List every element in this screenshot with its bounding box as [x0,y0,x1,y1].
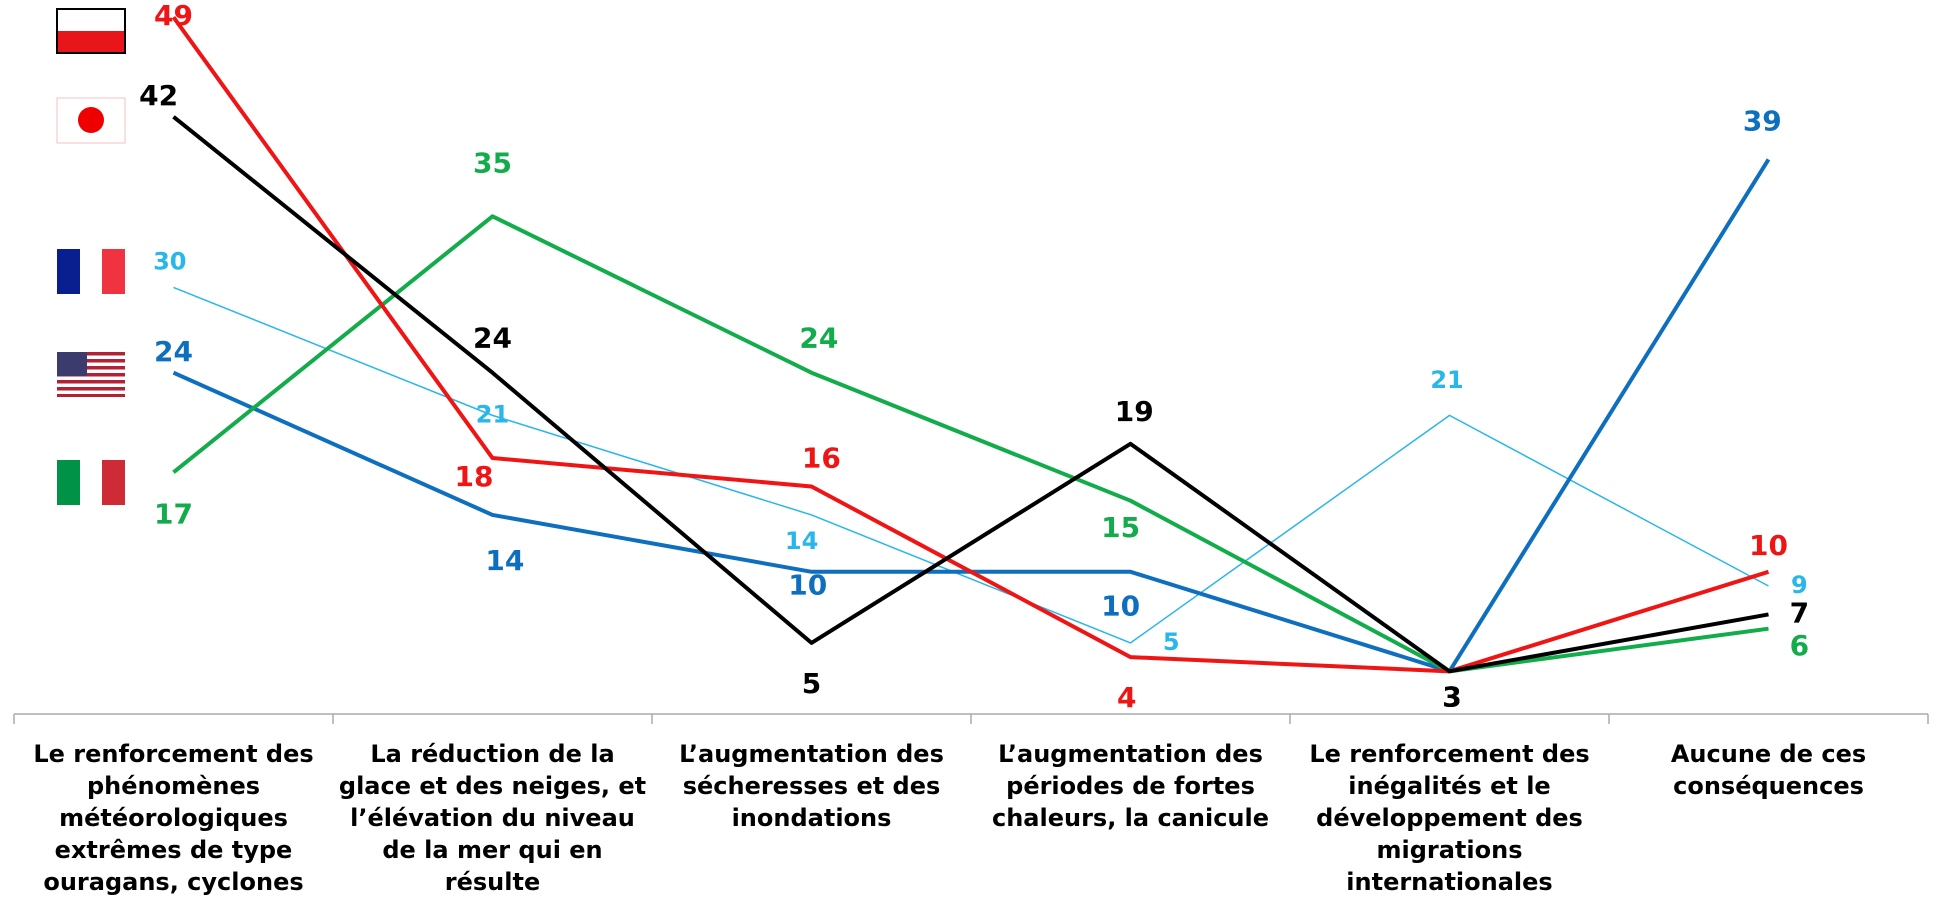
series-line [172,158,1771,674]
data-label: 30 [153,248,186,276]
x-tick-label: Aucune de ces conséquences [1670,740,1867,800]
data-label: 9 [1791,571,1808,599]
data-label: 14 [485,544,524,577]
data-label: 16 [802,441,841,474]
x-tick-label: Le renforcement des phénomènes météorolo… [33,740,314,896]
data-label: 3 [1442,681,1461,714]
data-label: 19 [1115,395,1154,428]
data-label: 35 [473,146,512,179]
x-tick-label: Le renforcement des inégalités et le dév… [1309,740,1590,896]
data-label: 18 [454,460,493,493]
data-label: 14 [785,527,818,555]
series-line [172,214,1769,674]
flag-japan [56,97,126,144]
data-label: 10 [1101,590,1140,623]
flag-france [57,249,125,294]
data-label: 3 [1442,681,1461,714]
data-label: 24 [473,321,512,354]
data-label: 10 [788,569,827,602]
data-label: 21 [476,400,509,428]
flag-poland [56,8,126,54]
data-label: 6 [1790,629,1809,662]
data-label: 7 [1790,596,1809,629]
data-label: 5 [1163,628,1180,656]
data-label: 42 [139,79,178,112]
data-label: 10 [1749,529,1788,562]
flag-usa [57,352,125,397]
data-label: 3 [1442,681,1461,714]
data-label: 3 [1442,681,1461,714]
series-line [171,16,1770,674]
data-label: 5 [802,667,821,700]
series-line [172,115,1769,674]
data-label: 39 [1743,104,1782,137]
data-label: 15 [1101,511,1140,544]
data-label: 49 [154,0,193,32]
x-tick-label: La réduction de la glace et des neiges, … [338,740,647,896]
series-line [173,286,1769,644]
data-label: 24 [799,321,838,354]
x-tick-label: L’augmentation des périodes de fortes ch… [991,740,1270,832]
x-tick-label: L’augmentation des sécheresses et des in… [679,740,944,832]
flag-italy [57,460,125,505]
data-label: 17 [154,498,193,531]
data-label: 24 [154,335,193,368]
data-label: 4 [1117,681,1136,714]
legend [56,8,126,505]
data-label: 21 [1430,366,1463,394]
